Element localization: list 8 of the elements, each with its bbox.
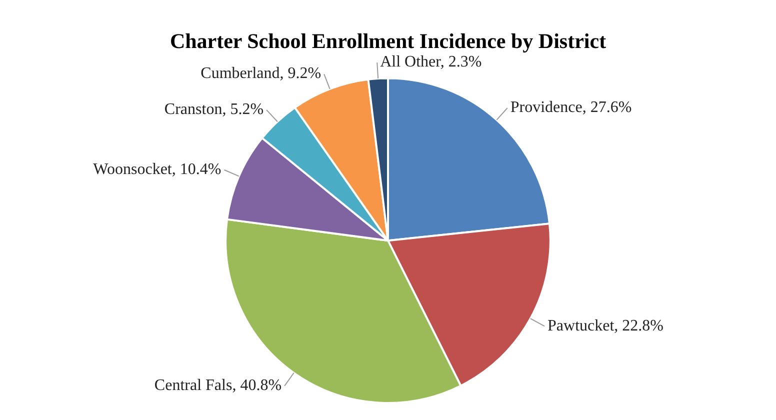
slice-label: Providence, 27.6% (510, 99, 632, 116)
slice-label: Woonsocket, 10.4% (93, 161, 222, 178)
slice-label: Cranston, 5.2% (164, 101, 264, 118)
chart-title: Charter School Enrollment Incidence by District (170, 29, 606, 54)
slice-label: Cumberland, 9.2% (200, 65, 322, 82)
slice-label: Pawtucket, 22.8% (548, 317, 664, 334)
slice-label: All Other, 2.3% (380, 54, 482, 71)
slice-label: Central Fals, 40.8% (154, 377, 282, 394)
